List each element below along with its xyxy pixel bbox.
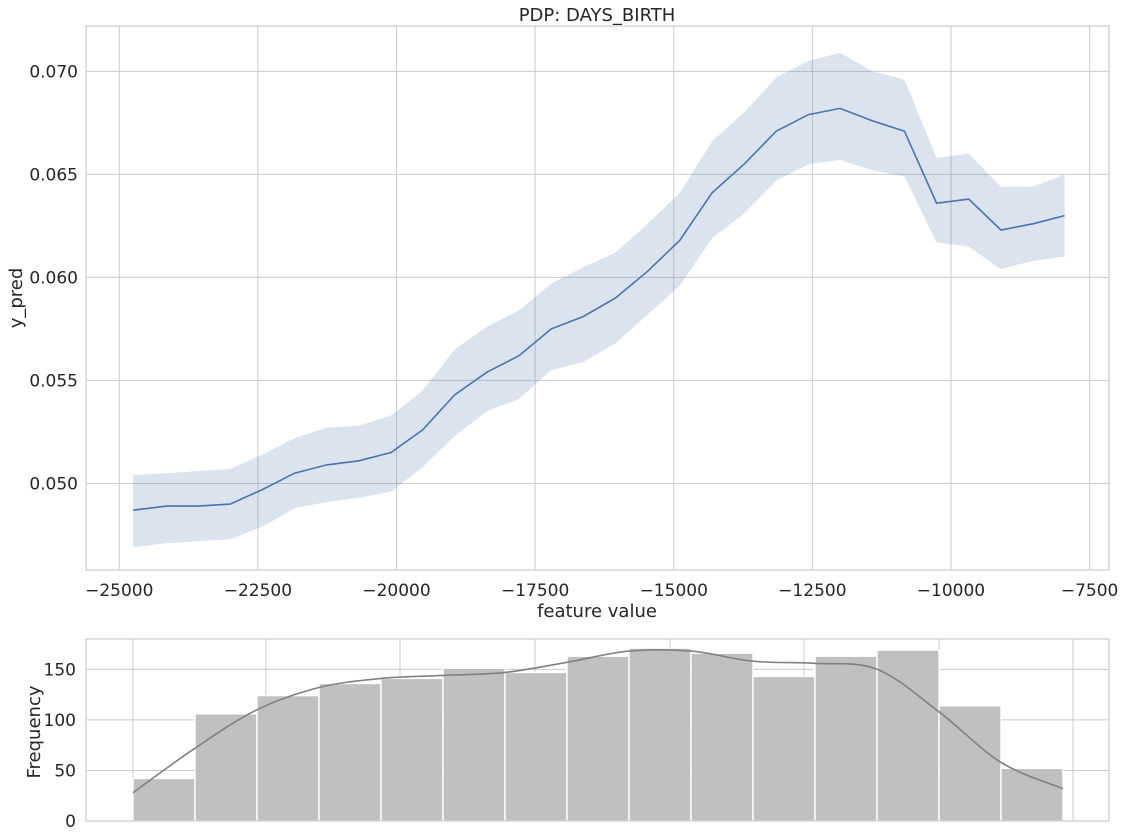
histogram-bar [938,705,1002,822]
pdp-y-axis-label: y_pred [6,268,27,329]
pdp-x-tick-label: −12500 [778,581,846,601]
histogram-chart: 0 50 100 150 Frequency [24,638,1110,832]
histogram-y-tick-label: 0 [65,812,76,832]
pdp-x-tick-label: −15000 [640,581,708,601]
pdp-confidence-band [133,52,1065,548]
pdp-gridlines [86,26,1109,570]
pdp-y-tick-labels: 0.050 0.055 0.060 0.065 0.070 [29,62,78,494]
histogram-bar [504,671,568,822]
histogram-bar [256,694,320,822]
histogram-kde-line [132,648,1064,794]
pdp-x-tick-label: −25000 [85,581,153,601]
histogram-y-tick-labels: 0 50 100 150 [44,660,76,832]
pdp-y-tick-label: 0.070 [29,62,78,82]
pdp-plot-frame [85,25,1110,571]
pdp-y-tick-label: 0.050 [29,474,78,494]
histogram-bar [628,647,692,822]
histogram-bar [752,675,816,822]
pdp-y-tick-label: 0.055 [29,371,78,391]
pdp-y-tick-label: 0.060 [29,268,78,288]
pdp-x-tick-label: −22500 [224,581,292,601]
histogram-plot-frame [85,638,1110,822]
histogram-bar [194,713,258,822]
pdp-x-tick-label: −10000 [917,581,985,601]
pdp-x-tick-label: −20000 [362,581,430,601]
histogram-bars [132,647,1064,822]
histogram-y-tick-label: 50 [54,761,76,781]
pdp-y-tick-label: 0.065 [29,165,78,185]
histogram-bar [132,777,196,822]
pdp-chart-title: PDP: DAYS_BIRTH [519,5,676,26]
histogram-y-axis-label: Frequency [24,685,45,778]
histogram-y-tick-label: 150 [44,660,76,680]
histogram-bar [318,682,382,822]
histogram-y-tick-label: 100 [44,711,76,731]
histogram-bar [814,655,878,822]
histogram-bar [566,655,630,822]
pdp-x-tick-label: −17500 [501,581,569,601]
histogram-bar [876,649,940,822]
pdp-x-tick-label: −7500 [1061,581,1119,601]
pdp-chart: −25000 −22500 −20000 −17500 −15000 −12500 −100… [6,5,1118,622]
pdp-series-line [133,107,1065,511]
pdp-x-axis-label: feature value [537,601,657,622]
histogram-bar [380,677,444,822]
pdp-x-tick-labels: −25000 −22500 −20000 −17500 −15000 −12500 −100… [85,581,1118,601]
histogram-bar [442,667,506,822]
histogram-bar [690,652,754,822]
